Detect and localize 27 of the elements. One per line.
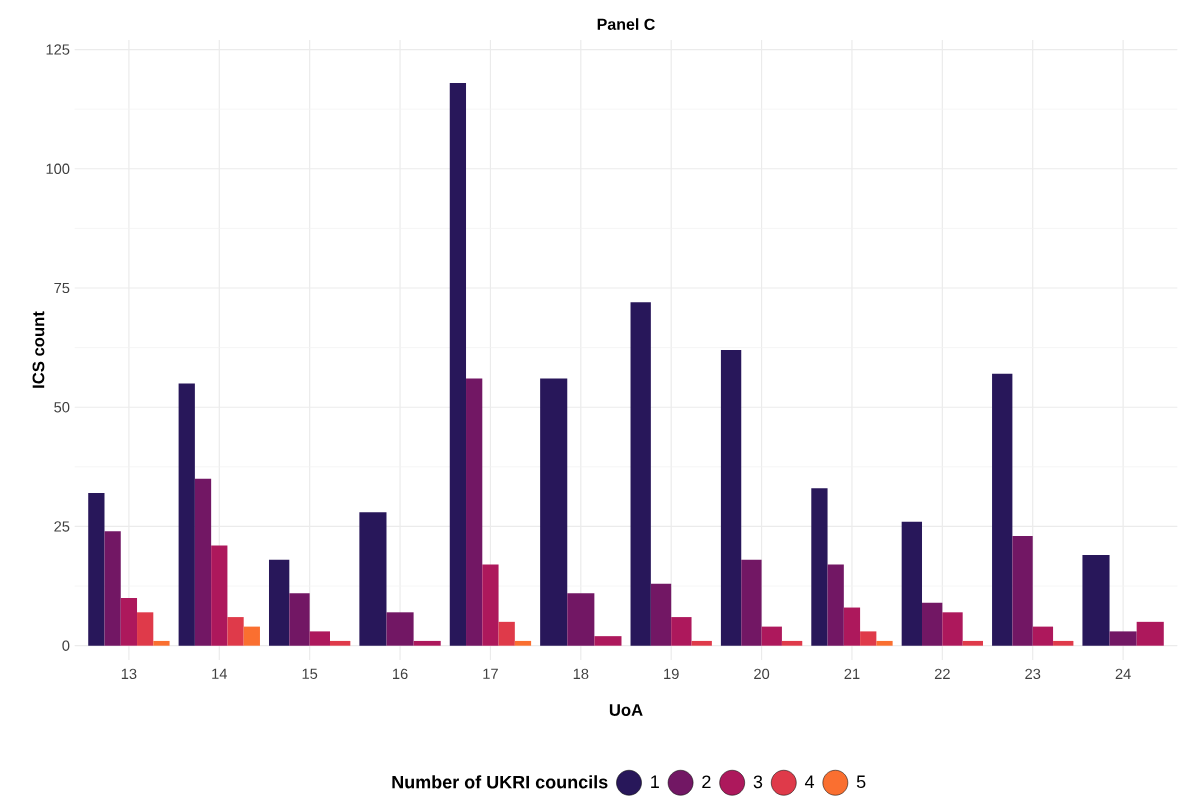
y-tick-label: 100 <box>46 163 70 174</box>
y-tick-label: 125 <box>46 44 70 55</box>
legend-label: 5 <box>856 775 866 789</box>
x-tick-label: 13 <box>121 668 137 680</box>
x-tick-label: 17 <box>483 668 498 679</box>
legend-label: 1 <box>651 775 659 788</box>
legend-label: 3 <box>753 775 763 789</box>
legend-label: 4 <box>804 775 815 788</box>
legend-title: Number of UKRI councils <box>392 775 608 789</box>
x-tick-label: 21 <box>844 668 860 679</box>
y-axis-title: ICS count <box>32 311 45 388</box>
y-tick-label: 0 <box>62 640 70 651</box>
x-tick-label: 19 <box>664 668 679 680</box>
x-tick-label: 15 <box>302 668 318 679</box>
x-tick-label: 24 <box>1115 668 1131 679</box>
x-axis-title: UoA <box>609 704 643 716</box>
x-tick-label: 14 <box>212 668 227 679</box>
y-tick-label: 50 <box>54 402 70 413</box>
x-tick-label: 16 <box>393 668 408 680</box>
legend-label: 2 <box>702 775 711 789</box>
x-tick-label: 20 <box>754 668 770 680</box>
y-tick-label: 25 <box>54 521 70 532</box>
chart-title: Panel C <box>597 18 655 30</box>
x-tick-label: 18 <box>573 668 589 680</box>
x-tick-label: 23 <box>1025 668 1041 680</box>
x-tick-label: 22 <box>934 668 950 679</box>
y-tick-label: 75 <box>54 282 70 294</box>
